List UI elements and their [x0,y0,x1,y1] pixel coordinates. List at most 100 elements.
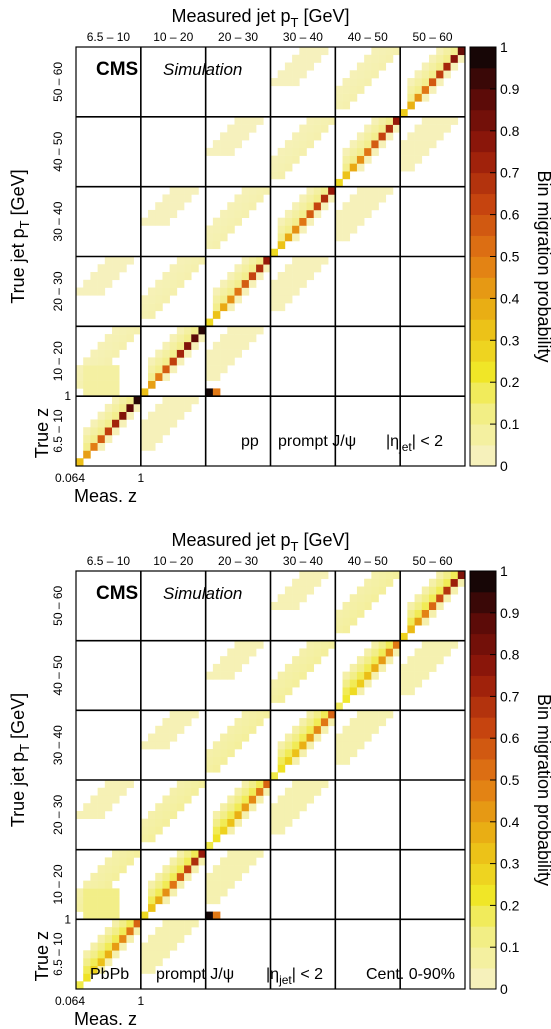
heatmap-cell [436,116,444,125]
heatmap-cell [90,810,98,819]
heatmap-cell [292,54,300,63]
heatmap-cell [162,950,170,959]
heatmap-cell [76,372,84,381]
heatmap-cell [140,834,149,843]
heatmap-cell [349,202,358,211]
heatmap-cell [292,594,300,603]
colorbar-tick-label: 0.3 [500,332,520,348]
heatmap-cell [90,442,98,451]
heatmap-cell [292,795,300,804]
heatmap-cell [436,601,444,610]
heatmap-cell [83,287,91,296]
heatmap-cell [90,950,98,959]
heatmap-cell [90,903,98,912]
heatmap-cell [140,442,149,451]
heatmap-cell [443,70,451,79]
heatmap-cell [428,578,437,587]
heatmap-cell [104,256,113,265]
heatmap-cell [83,357,91,366]
heatmap-cell [169,718,178,727]
heatmap-cell [191,849,199,858]
heatmap-cell [112,934,120,943]
heatmap-cell [428,140,437,149]
heatmap-cell [378,571,387,580]
heatmap-cell [227,663,235,672]
heatmap-cell [148,818,156,827]
heatmap-cell [112,365,120,374]
heatmap-cell [320,124,329,133]
heatmap-cell [378,648,387,657]
heatmap-cell [378,62,387,71]
heatmap-cell [277,687,286,696]
heatmap-cell [176,780,185,789]
heatmap-cell [140,911,149,920]
heatmap-cell [83,365,91,374]
heatmap-cell [133,849,142,858]
heatmap-cell [313,194,322,203]
heatmap-cell [104,927,113,936]
heatmap-cell [227,209,235,218]
measured-pt-bin-label: 40 – 50 [348,554,388,568]
heatmap-cell [104,942,113,951]
heatmap-cell [335,625,343,634]
heatmap-cell [241,272,250,281]
heatmap-cell [241,710,250,719]
heatmap-cell [335,702,343,711]
heatmap-cell [328,710,336,719]
heatmap-cell [292,78,300,87]
heatmap-cell [133,403,142,412]
heatmap-cell [112,334,120,343]
heatmap-cell [162,803,170,812]
heatmap-cell [241,787,250,796]
heatmap-cell [270,78,278,87]
heatmap-cell [349,601,358,610]
heatmap-cell [335,749,343,758]
heatmap-cell [184,927,192,936]
heatmap-cell [248,202,257,211]
z-tick-one-y-label: 1 [64,912,71,926]
colorbar-tick-label: 0.8 [500,647,520,663]
heatmap-cell [335,101,343,110]
heatmap-cell [212,233,221,242]
heatmap-cell [97,787,106,796]
heatmap-cell [436,54,444,63]
heatmap-cell [205,233,214,242]
heatmap-cell [119,419,127,428]
heatmap-cell [162,287,170,296]
heatmap-cell [277,826,286,835]
heatmap-cell [450,586,459,595]
heatmap-cell [248,116,257,125]
heatmap-cell [277,171,286,180]
heatmap-cell [90,287,98,296]
heatmap-cell [313,202,322,211]
heatmap-cell [234,818,242,827]
heatmap-cell [356,132,365,141]
heatmap-cell [400,632,408,641]
heatmap-cell [112,349,120,358]
heatmap-cell [184,341,192,350]
heatmap-cell [220,818,228,827]
heatmap-cell [284,795,293,804]
heatmap-cell [306,663,315,672]
heatmap-cell [292,671,300,680]
heatmap-cell [349,225,358,234]
heatmap-cell [162,202,170,211]
heatmap-cell [227,872,235,881]
heatmap-cell [284,741,293,750]
heatmap-cell [436,78,444,87]
heatmap-cell [176,927,185,936]
heatmap-cell [306,578,315,587]
heatmap-cell [155,818,163,827]
heatmap-cell [342,163,351,172]
heatmap-cell [148,303,156,312]
heatmap-cell [191,865,199,874]
heatmap-cell [299,671,307,680]
heatmap-cell [421,601,430,610]
heatmap-cell [148,965,156,974]
heatmap-cell [284,594,293,603]
heatmap-cell [83,880,91,889]
heatmap-cell [176,795,185,804]
heatmap-cell [284,233,293,242]
heatmap-cell [313,186,322,195]
colorbar-step [470,884,496,906]
